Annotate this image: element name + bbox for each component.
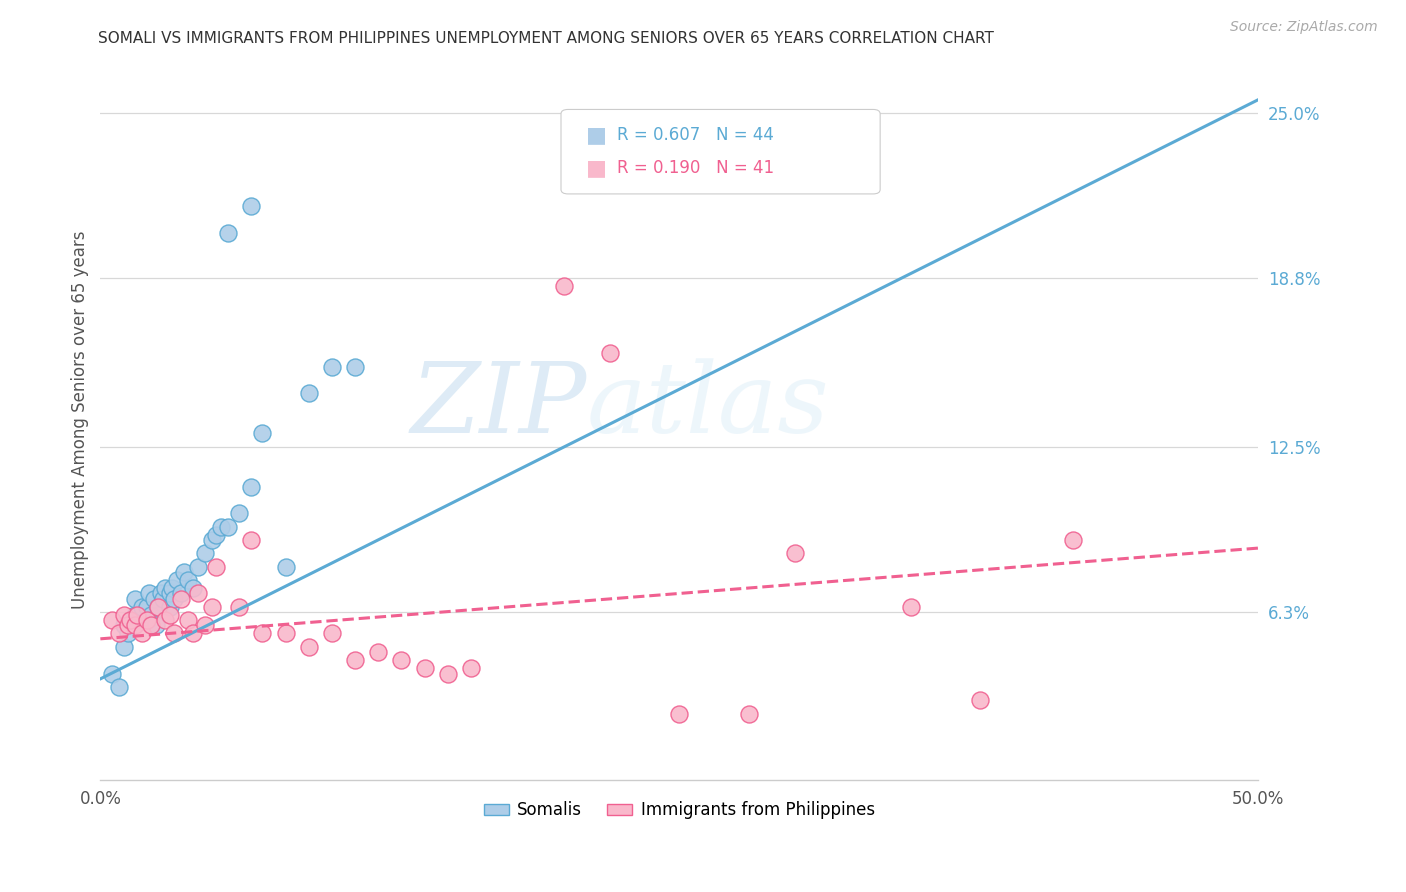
- Point: [209, 519, 232, 533]
- Point: [148, 599, 170, 614]
- Point: [135, 613, 157, 627]
- Point: [181, 581, 204, 595]
- Point: [553, 279, 575, 293]
- Point: [217, 226, 239, 240]
- Point: [170, 591, 193, 606]
- Point: [969, 693, 991, 707]
- Point: [148, 599, 170, 614]
- Point: [321, 626, 343, 640]
- Point: [112, 640, 135, 654]
- Text: R = 0.607   N = 44: R = 0.607 N = 44: [617, 126, 775, 145]
- Point: [668, 706, 690, 721]
- Point: [128, 613, 150, 627]
- Point: [460, 661, 482, 675]
- Point: [112, 618, 135, 632]
- Point: [142, 591, 165, 606]
- Point: [900, 599, 922, 614]
- Point: [391, 653, 413, 667]
- Point: [738, 706, 761, 721]
- Point: [239, 533, 262, 547]
- Point: [170, 586, 193, 600]
- Point: [205, 559, 228, 574]
- Point: [163, 591, 186, 606]
- Point: [367, 645, 389, 659]
- Point: [436, 666, 458, 681]
- Point: [124, 591, 146, 606]
- Text: SOMALI VS IMMIGRANTS FROM PHILIPPINES UNEMPLOYMENT AMONG SENIORS OVER 65 YEARS C: SOMALI VS IMMIGRANTS FROM PHILIPPINES UN…: [98, 31, 994, 46]
- Point: [228, 599, 250, 614]
- Text: Source: ZipAtlas.com: Source: ZipAtlas.com: [1230, 20, 1378, 34]
- Point: [163, 626, 186, 640]
- Point: [413, 661, 436, 675]
- Point: [785, 546, 807, 560]
- Point: [193, 546, 215, 560]
- Point: [252, 626, 274, 640]
- Point: [298, 386, 321, 401]
- Point: [200, 533, 222, 547]
- Point: [298, 640, 321, 654]
- Point: [153, 613, 176, 627]
- Point: [173, 565, 195, 579]
- Point: [1062, 533, 1084, 547]
- Point: [152, 591, 174, 606]
- Point: [153, 581, 176, 595]
- Point: [187, 559, 209, 574]
- Point: [187, 586, 209, 600]
- Text: ■: ■: [586, 158, 607, 178]
- Point: [135, 599, 157, 614]
- Point: [112, 607, 135, 622]
- Point: [344, 359, 367, 374]
- Point: [159, 586, 181, 600]
- Y-axis label: Unemployment Among Seniors over 65 years: Unemployment Among Seniors over 65 years: [72, 231, 89, 609]
- Point: [217, 519, 239, 533]
- Point: [321, 359, 343, 374]
- Point: [177, 573, 200, 587]
- Point: [117, 626, 139, 640]
- Point: [101, 613, 124, 627]
- Point: [252, 426, 274, 441]
- Point: [138, 586, 160, 600]
- Legend: Somalis, Immigrants from Philippines: Somalis, Immigrants from Philippines: [477, 795, 882, 826]
- Point: [239, 480, 262, 494]
- Point: [228, 507, 250, 521]
- Point: [117, 618, 139, 632]
- Point: [127, 607, 149, 622]
- Point: [149, 586, 172, 600]
- Point: [101, 666, 124, 681]
- Point: [159, 607, 181, 622]
- Point: [159, 599, 181, 614]
- Point: [193, 618, 215, 632]
- Point: [131, 626, 153, 640]
- Point: [108, 680, 131, 694]
- Point: [120, 613, 142, 627]
- Text: ZIP: ZIP: [411, 358, 586, 453]
- Point: [124, 607, 146, 622]
- Point: [181, 626, 204, 640]
- Point: [145, 618, 167, 632]
- Point: [120, 613, 142, 627]
- Point: [131, 599, 153, 614]
- Point: [599, 346, 621, 360]
- Point: [344, 653, 367, 667]
- Point: [135, 613, 157, 627]
- Point: [166, 573, 188, 587]
- Point: [274, 626, 297, 640]
- Text: R = 0.190   N = 41: R = 0.190 N = 41: [617, 160, 775, 178]
- Point: [200, 599, 222, 614]
- Point: [205, 527, 228, 541]
- Point: [274, 559, 297, 574]
- Point: [124, 618, 146, 632]
- Text: atlas: atlas: [586, 358, 830, 453]
- Point: [141, 607, 163, 622]
- Point: [239, 199, 262, 213]
- Point: [177, 613, 200, 627]
- Point: [108, 626, 131, 640]
- Point: [141, 618, 163, 632]
- Point: [160, 581, 183, 595]
- Text: ■: ■: [586, 125, 607, 145]
